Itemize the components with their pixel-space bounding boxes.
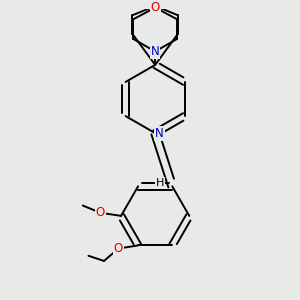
Text: O: O <box>114 242 123 255</box>
Text: N: N <box>151 45 160 58</box>
Text: N: N <box>155 127 164 140</box>
Text: H: H <box>156 178 164 188</box>
Text: O: O <box>96 206 105 219</box>
Text: O: O <box>151 1 160 14</box>
